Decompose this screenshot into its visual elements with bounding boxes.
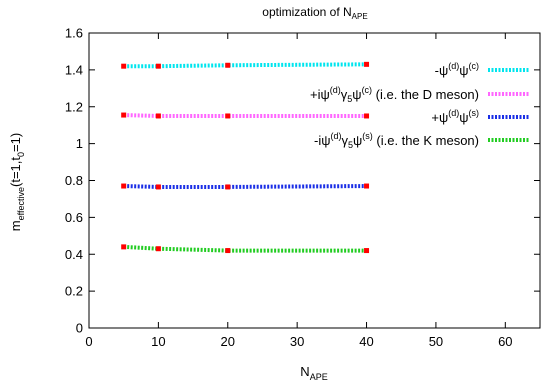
legend-note: (i.e. the K meson) — [373, 133, 479, 148]
y-tick-label-8: 1.6 — [65, 26, 83, 41]
data-point-3-3 — [225, 184, 231, 190]
legend-sign: - — [435, 63, 439, 78]
legend-note: (i.e. the D meson) — [372, 87, 479, 102]
legend-entry-1: -ψ(d)ψ(c) — [435, 61, 479, 78]
data-point-1-3 — [225, 62, 231, 68]
legend-superscript: (s) — [469, 108, 480, 118]
legend-gamma-subscript: 5 — [348, 140, 353, 150]
legend-operator: ψ — [459, 63, 468, 78]
chart-title-sub: APE — [352, 12, 368, 21]
series-line-2 — [123, 113, 367, 118]
y-axis-label-suffix: (t=1,t — [8, 157, 23, 187]
data-point-4-2 — [155, 246, 161, 252]
data-point-3-4 — [364, 183, 370, 189]
data-point-3-1 — [121, 183, 127, 189]
legend-sign: + — [431, 110, 439, 125]
data-point-2-3 — [225, 113, 231, 119]
plot-frame — [88, 32, 541, 329]
y-tick-label-6: 1.2 — [65, 99, 83, 114]
x-tick-label-3: 30 — [290, 334, 304, 349]
legend-operator: ψ — [439, 63, 448, 78]
y-tick-label-7: 1.4 — [65, 62, 83, 77]
y-axis-label-end: =1) — [8, 133, 23, 152]
legend-operator: ψ — [352, 87, 361, 102]
legend-superscript: (s) — [362, 131, 373, 141]
legend-operator: ψ — [320, 87, 329, 102]
legend-superscript: (c) — [469, 61, 480, 71]
legend: -ψ(d)ψ(c)+iψ(d)γ5ψ(c) (i.e. the D meson)… — [310, 61, 530, 150]
data-point-4-4 — [364, 248, 370, 254]
y-tick-label-2: 0.4 — [65, 247, 83, 262]
data-point-2-4 — [364, 113, 370, 119]
legend-entry-3: +ψ(d)ψ(s) — [431, 108, 479, 125]
data-point-1-2 — [155, 63, 161, 69]
legend-superscript: (d) — [448, 61, 459, 71]
chart-title-main: optimization of N — [262, 5, 351, 19]
legend-operator: ψ — [459, 110, 468, 125]
y-axis-label: meffective(t=1,t0=1) — [8, 133, 26, 231]
x-tick-label-2: 20 — [221, 334, 235, 349]
legend-operator: ψ — [439, 110, 448, 125]
x-tick-label-5: 50 — [429, 334, 443, 349]
data-point-1-1 — [121, 63, 127, 69]
legend-superscript: (d) — [330, 85, 341, 95]
data-point-2-1 — [121, 112, 127, 118]
legend-sign: +i — [310, 87, 321, 102]
legend-sign: -i — [314, 133, 321, 148]
legend-superscript: (d) — [448, 108, 459, 118]
y-tick-label-4: 0.8 — [65, 173, 83, 188]
legend-entry-2: +iψ(d)γ5ψ(c) (i.e. the D meson) — [310, 85, 479, 104]
legend-entry-4: -iψ(d)γ5ψ(s) (i.e. the K meson) — [314, 131, 479, 150]
data-point-2-2 — [155, 113, 161, 119]
x-tick-label-1: 10 — [151, 334, 165, 349]
x-tick-label-4: 40 — [359, 334, 373, 349]
y-axis-label-main: m — [8, 220, 23, 231]
series-layer — [121, 61, 370, 254]
data-point-1-4 — [364, 61, 370, 67]
series-line-3 — [123, 184, 367, 189]
legend-superscript: (c) — [362, 85, 373, 95]
legend-gamma: γ — [341, 87, 348, 102]
y-axis-label-sub2: 0 — [16, 152, 26, 157]
x-axis-label-main: N — [300, 364, 309, 379]
legend-gamma-subscript: 5 — [347, 94, 352, 104]
legend-superscript: (d) — [330, 131, 341, 141]
legend-operator: ψ — [321, 133, 330, 148]
data-point-4-1 — [121, 244, 127, 250]
y-tick-label-0: 0 — [76, 321, 83, 336]
series-line-1 — [123, 62, 367, 69]
x-axis-label-sub: APE — [310, 372, 328, 382]
axis-ticks: 0 10 20 30 40 50 60 0 0.2 0.4 0.6 0.8 1 1.2 1.4 1.6 — [65, 26, 540, 349]
x-tick-label-6: 60 — [498, 334, 512, 349]
legend-operator: ψ — [353, 133, 362, 148]
chart-title: optimization of NAPE — [262, 5, 367, 21]
legend-gamma: γ — [341, 133, 348, 148]
y-tick-label-5: 1 — [76, 136, 83, 151]
data-point-4-3 — [225, 248, 231, 254]
y-axis-label-sub: effective — [16, 187, 26, 220]
x-tick-label-0: 0 — [85, 334, 92, 349]
data-point-3-2 — [155, 184, 161, 190]
plot-axes — [88, 32, 541, 329]
x-axis-label: NAPE — [300, 364, 327, 382]
y-tick-label-1: 0.2 — [65, 284, 83, 299]
y-tick-label-3: 0.6 — [65, 210, 83, 225]
